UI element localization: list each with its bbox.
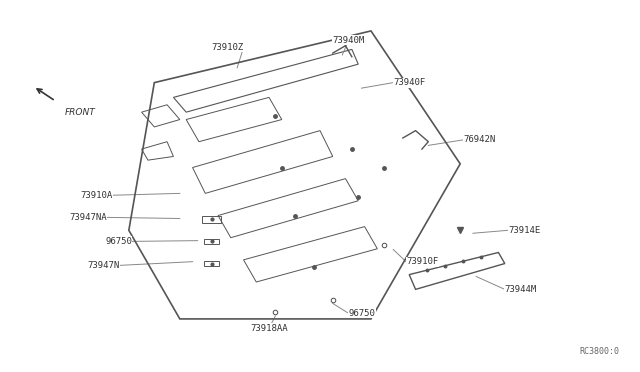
Text: 73910Z: 73910Z: [211, 43, 244, 52]
Text: 73918AA: 73918AA: [250, 324, 288, 333]
Text: 73910A: 73910A: [81, 191, 113, 200]
Text: 96750: 96750: [105, 237, 132, 246]
Text: 73944M: 73944M: [505, 285, 537, 294]
Text: RC3800:0: RC3800:0: [579, 347, 620, 356]
Text: 73947NA: 73947NA: [69, 213, 106, 222]
Text: 73940F: 73940F: [394, 78, 426, 87]
Text: 73940M: 73940M: [333, 36, 365, 45]
Text: 76942N: 76942N: [463, 135, 495, 144]
Text: 73914E: 73914E: [508, 226, 540, 235]
Text: 73910F: 73910F: [406, 257, 438, 266]
Bar: [204, 239, 220, 244]
Bar: [204, 261, 220, 266]
Text: 73947N: 73947N: [87, 261, 119, 270]
Text: FRONT: FRONT: [65, 109, 96, 118]
Text: 96750: 96750: [349, 309, 376, 318]
Bar: [202, 216, 221, 222]
